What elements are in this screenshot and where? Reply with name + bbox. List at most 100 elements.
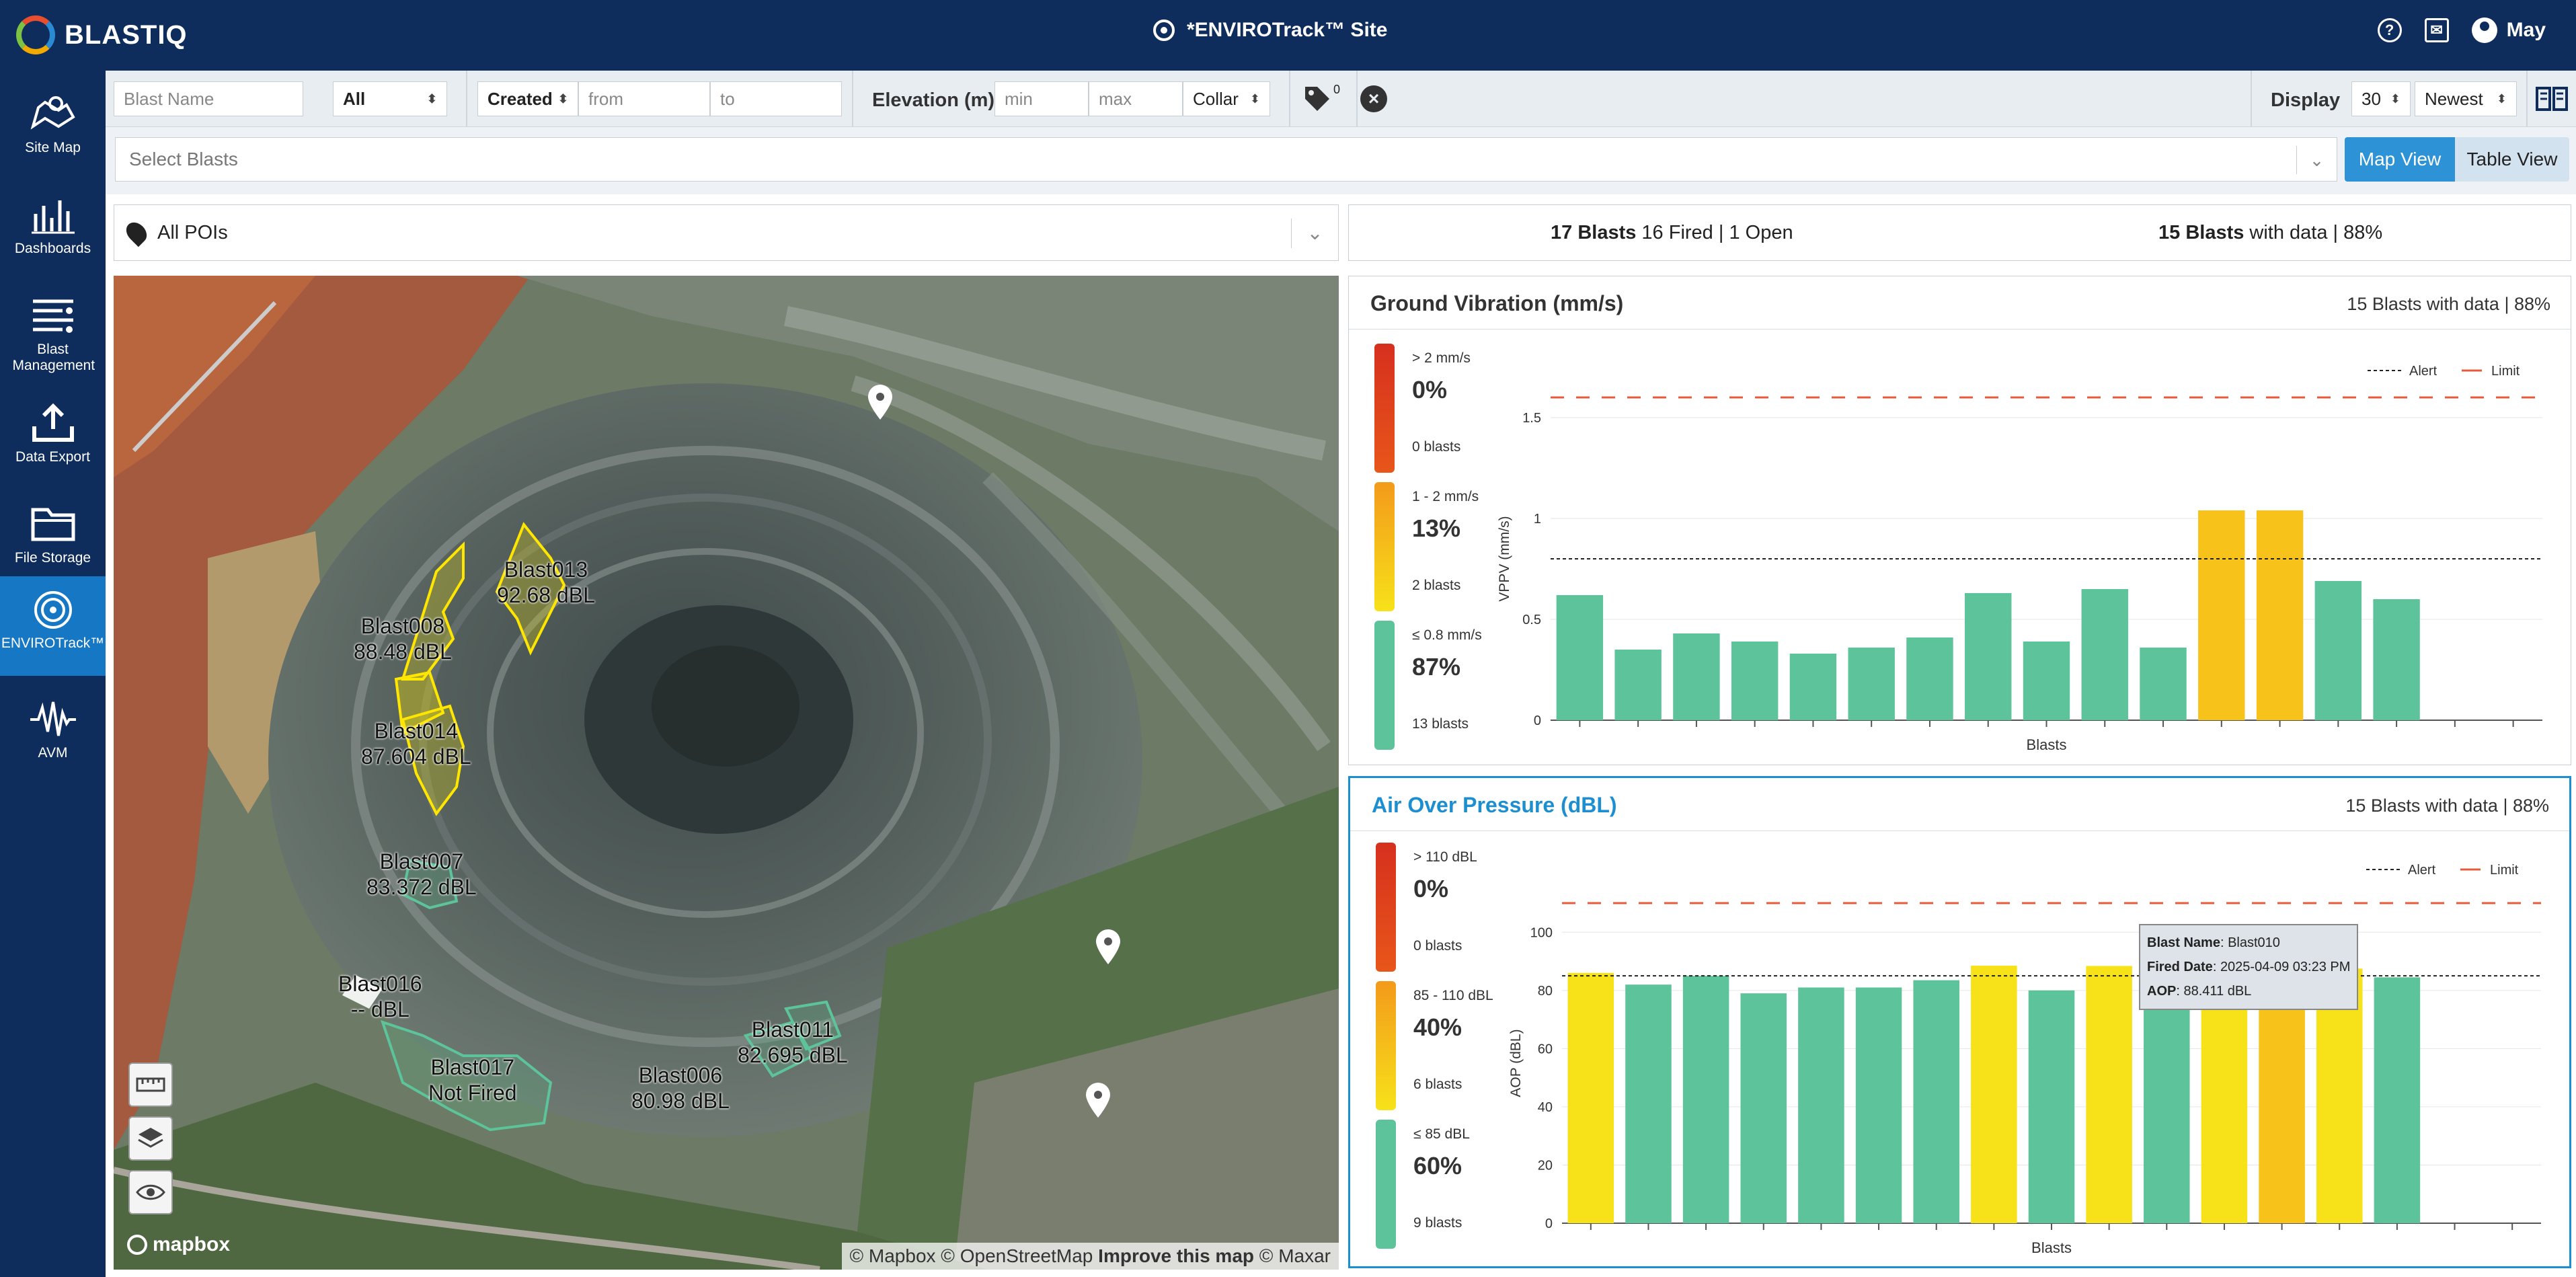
- chart-bar[interactable]: [1913, 980, 1959, 1223]
- sidebar-item-blast-management[interactable]: Blast Management: [0, 282, 106, 397]
- date-type-select[interactable]: Created ⬍: [477, 81, 578, 116]
- chart-bar[interactable]: [1556, 595, 1604, 720]
- chart-bar[interactable]: [2201, 972, 2248, 1223]
- poi-pin-icon[interactable]: [1093, 928, 1123, 966]
- tooltip-value: 2025-04-09 03:23 PM: [2220, 960, 2351, 974]
- chart-bar[interactable]: [2081, 589, 2128, 720]
- dashboard-icon: [31, 200, 75, 234]
- blast-label-blast011[interactable]: Blast011 82.695 dBL: [738, 1017, 848, 1068]
- legend-range: ≤ 0.8 mm/s: [1412, 627, 1482, 643]
- user-menu[interactable]: May: [2471, 17, 2546, 43]
- select-blasts-placeholder: Select Blasts: [129, 149, 238, 169]
- sidebar-item-avm[interactable]: AVM: [0, 686, 106, 785]
- sidebar-item-label: Blast Management: [12, 342, 95, 373]
- support-icon[interactable]: ✉: [2424, 18, 2449, 42]
- ground-vibration-panel[interactable]: Ground Vibration (mm/s) 15 Blasts with d…: [1348, 276, 2571, 765]
- sidebar-item-label: ENVIROTrack™: [1, 635, 105, 651]
- sidebar-item-file-storage[interactable]: File Storage: [0, 491, 106, 590]
- blast-label-blast007[interactable]: Blast007 83.372 dBL: [366, 849, 477, 900]
- help-icon[interactable]: ?: [2377, 18, 2402, 42]
- sidebar-item-site-map[interactable]: Site Map: [0, 81, 106, 180]
- chart-bar[interactable]: [1848, 648, 1895, 720]
- y-tick-label: 100: [1530, 925, 1553, 940]
- blast-label-blast014[interactable]: Blast014 87.604 dBL: [361, 718, 471, 769]
- chart-bar[interactable]: [1965, 593, 2012, 720]
- chart-bar[interactable]: [1789, 654, 1837, 720]
- clear-filters-icon[interactable]: ×: [1360, 85, 1387, 112]
- panel-title: Air Over Pressure (dBL): [1372, 793, 1617, 817]
- chart-bar[interactable]: [2086, 966, 2132, 1223]
- chart-bar[interactable]: [1971, 966, 2017, 1223]
- blast-label-blast013[interactable]: Blast013 92.68 dBL: [497, 557, 595, 608]
- chart-bar[interactable]: [2198, 510, 2245, 720]
- sidebar-item-data-export[interactable]: Data Export: [0, 390, 106, 490]
- chart-bar[interactable]: [1906, 637, 1953, 720]
- elevation-min-input[interactable]: min: [994, 81, 1089, 116]
- chart-bar[interactable]: [2373, 599, 2420, 720]
- chart-bar[interactable]: [1614, 650, 1662, 720]
- layers-button[interactable]: [128, 1116, 173, 1161]
- chart-bar[interactable]: [1731, 642, 1779, 720]
- chart-bar[interactable]: [2140, 648, 2187, 720]
- date-from-input[interactable]: from: [578, 81, 710, 116]
- visibility-button[interactable]: [128, 1170, 173, 1214]
- display-label: Display: [2271, 89, 2341, 111]
- y-tick-label: 1: [1534, 512, 1541, 527]
- sort-arrows-icon: ⬍: [2496, 91, 2507, 106]
- blast-label-blast016[interactable]: Blast016 -- dBL: [338, 971, 422, 1022]
- chart-bar[interactable]: [2028, 990, 2075, 1223]
- improve-map-link[interactable]: Improve this map: [1098, 1245, 1255, 1266]
- poi-pin-icon[interactable]: [865, 383, 895, 421]
- chart-bar[interactable]: [1567, 972, 1614, 1223]
- map-icon: [30, 96, 75, 130]
- blast-label-blast008[interactable]: Blast008 88.48 dBL: [354, 613, 452, 664]
- select-blasts-dropdown[interactable]: Select Blasts ⌄: [115, 137, 2337, 182]
- legend-alert-label: Alert: [2408, 863, 2436, 878]
- sidebar-item-dashboards[interactable]: Dashboards: [0, 182, 106, 281]
- poi-pin-icon[interactable]: [1083, 1081, 1113, 1119]
- sidebar-item-envirotrack[interactable]: ENVIROTrack™: [0, 576, 106, 676]
- status-select[interactable]: All ⬍: [333, 81, 447, 116]
- chart-bar[interactable]: [2314, 581, 2362, 720]
- date-to-input[interactable]: to: [710, 81, 842, 116]
- book-icon[interactable]: [2535, 85, 2569, 112]
- ground-vibration-chart[interactable]: 0 0.5 1 1.5 VPPV (mm/s) Blasts Alert Limit: [1349, 276, 2572, 766]
- top-right-controls: ? ✉ May: [2377, 17, 2546, 43]
- chart-bar[interactable]: [2144, 972, 2190, 1223]
- blast-label-blast017[interactable]: Blast017 Not Fired: [428, 1054, 517, 1106]
- chart-bar[interactable]: [2023, 642, 2070, 720]
- ruler-button[interactable]: [128, 1062, 173, 1107]
- maxar-credit: © Maxar: [1259, 1245, 1331, 1266]
- elevation-ref-select[interactable]: Collar ⬍: [1183, 81, 1270, 116]
- sort-select[interactable]: Newest ⬍: [2415, 81, 2517, 116]
- legend-bar-green: [1374, 621, 1395, 750]
- display-count-select[interactable]: 30 ⬍: [2351, 81, 2411, 116]
- chart-bar[interactable]: [2374, 977, 2421, 1223]
- top-bar: BLASTIQ *ENVIROTrack™ Site ? ✉ May: [0, 0, 2576, 71]
- chart-bar[interactable]: [1740, 993, 1787, 1223]
- chart-bar[interactable]: [1798, 987, 1844, 1223]
- air-over-pressure-chart[interactable]: 0 20 40 60 80 100 AOP (dBL) Blasts Alert Limit: [1350, 778, 2573, 1270]
- chart-bar[interactable]: [1682, 976, 1729, 1223]
- select-blasts-row: Select Blasts ⌄ Map View Table View: [106, 127, 2576, 194]
- blast-name-input[interactable]: Blast Name: [114, 81, 303, 116]
- air-over-pressure-panel[interactable]: Air Over Pressure (dBL) 15 Blasts with d…: [1348, 776, 2571, 1268]
- satellite-map[interactable]: Blast013 92.68 dBL Blast008 88.48 dBL Blas…: [114, 276, 1339, 1270]
- blast-label-blast006[interactable]: Blast006 80.98 dBL: [631, 1062, 730, 1114]
- app-logo[interactable]: BLASTIQ: [16, 13, 188, 56]
- elevation-max-input[interactable]: max: [1089, 81, 1183, 116]
- blast-name: Blast014: [374, 719, 459, 743]
- table-view-button[interactable]: Table View: [2455, 137, 2569, 182]
- chart-bar[interactable]: [1673, 633, 1720, 720]
- tag-filter-button[interactable]: 0: [1296, 83, 1350, 116]
- poi-select[interactable]: All POIs ⌄: [114, 204, 1339, 261]
- map-view-button[interactable]: Map View: [2345, 137, 2455, 182]
- chart-bar[interactable]: [1625, 984, 1672, 1223]
- chart-bar[interactable]: [2316, 968, 2363, 1223]
- date-type-value: Created: [487, 88, 553, 109]
- target-icon: [1153, 20, 1175, 41]
- chart-bar[interactable]: [2256, 510, 2304, 720]
- divider: [1349, 329, 2571, 330]
- x-axis-label: Blasts: [2027, 736, 2067, 753]
- chart-bar[interactable]: [1855, 987, 1902, 1223]
